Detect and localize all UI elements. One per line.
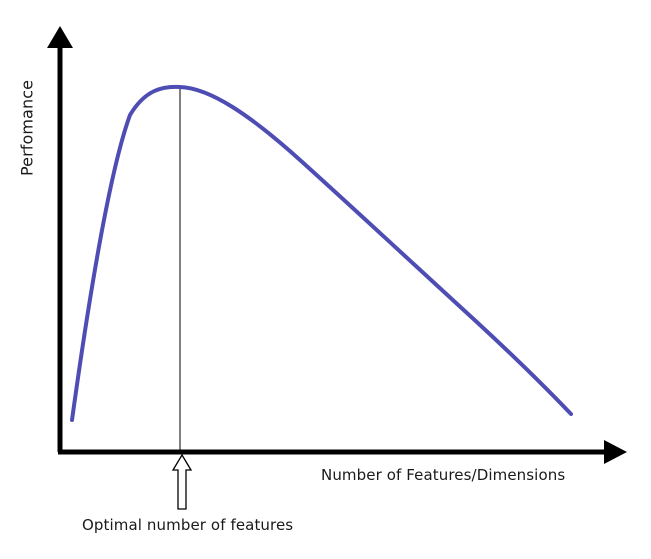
optimal-number-label: Optimal number of features [82, 516, 294, 534]
optimal-arrow-icon [171, 453, 193, 510]
y-axis-label: Perfomance [17, 79, 37, 177]
y-axis-arrowhead [47, 26, 73, 48]
x-axis-arrowhead [604, 440, 627, 464]
x-axis-label: Number of Features/Dimensions [321, 466, 566, 484]
performance-curve [70, 84, 573, 422]
